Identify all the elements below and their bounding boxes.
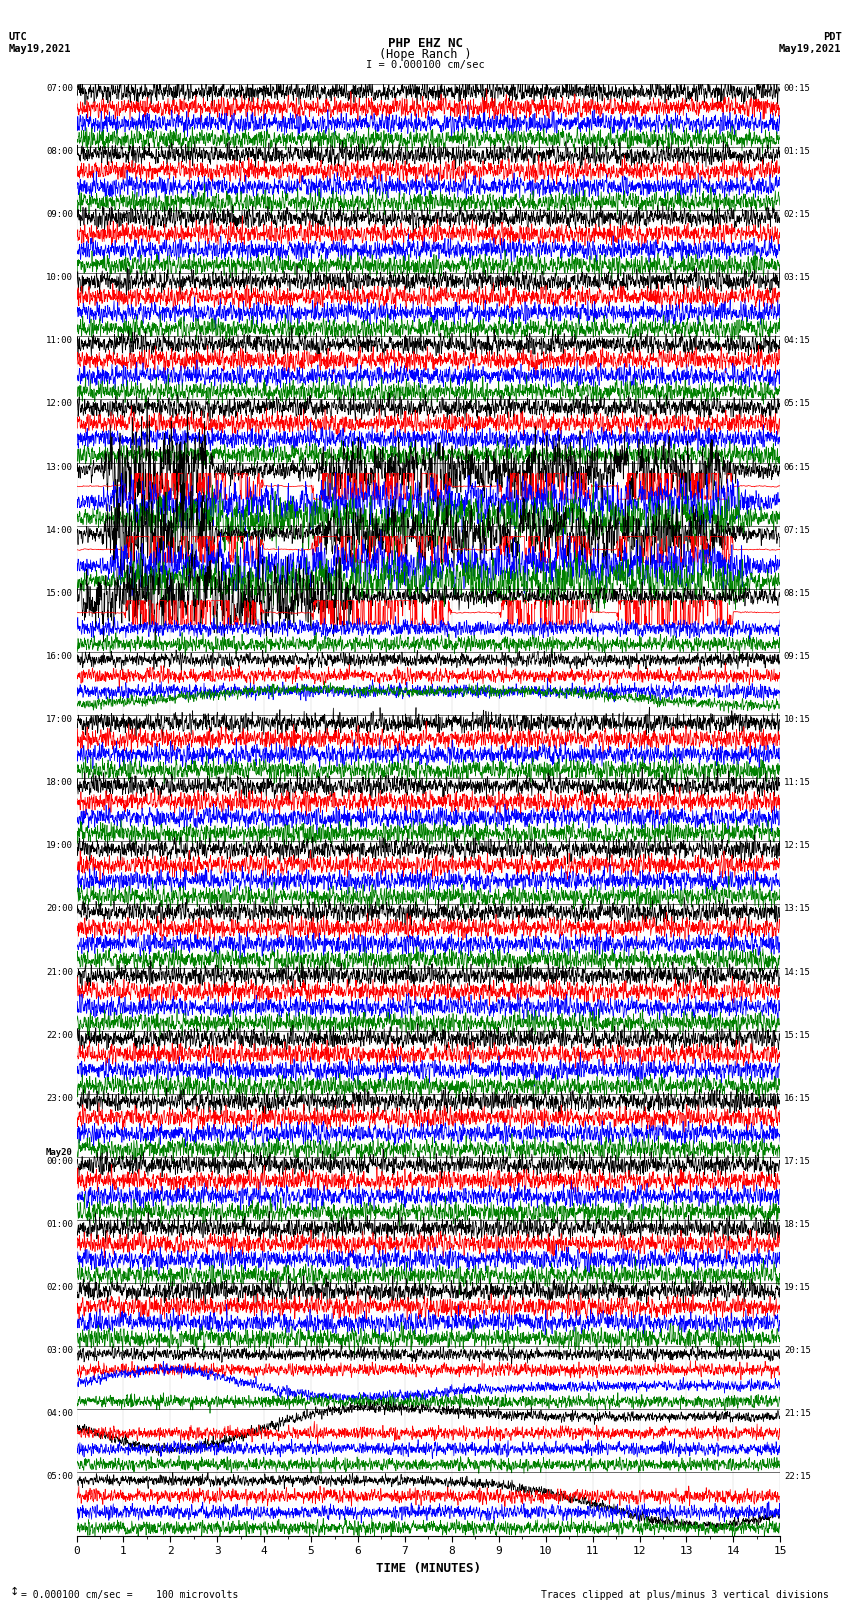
Text: 08:15: 08:15 (784, 589, 811, 598)
Text: 08:00: 08:00 (46, 147, 73, 156)
Text: 21:15: 21:15 (784, 1410, 811, 1418)
Text: 18:15: 18:15 (784, 1219, 811, 1229)
Text: 05:15: 05:15 (784, 400, 811, 408)
Text: 10:15: 10:15 (784, 715, 811, 724)
Text: 17:15: 17:15 (784, 1157, 811, 1166)
Text: 04:00: 04:00 (46, 1410, 73, 1418)
Text: 09:15: 09:15 (784, 652, 811, 661)
Text: 12:15: 12:15 (784, 842, 811, 850)
Text: 09:00: 09:00 (46, 210, 73, 219)
Text: 20:15: 20:15 (784, 1347, 811, 1355)
Text: 00:15: 00:15 (784, 84, 811, 94)
Text: 13:15: 13:15 (784, 905, 811, 913)
Text: 18:00: 18:00 (46, 777, 73, 787)
Text: 11:15: 11:15 (784, 777, 811, 787)
Text: 03:15: 03:15 (784, 273, 811, 282)
Text: May20: May20 (46, 1148, 73, 1157)
Text: 07:15: 07:15 (784, 526, 811, 534)
Text: 16:00: 16:00 (46, 652, 73, 661)
Text: 21:00: 21:00 (46, 968, 73, 976)
Text: 10:00: 10:00 (46, 273, 73, 282)
Text: 11:00: 11:00 (46, 337, 73, 345)
X-axis label: TIME (MINUTES): TIME (MINUTES) (376, 1561, 481, 1574)
Text: 15:15: 15:15 (784, 1031, 811, 1040)
Text: 16:15: 16:15 (784, 1094, 811, 1103)
Text: (Hope Ranch ): (Hope Ranch ) (379, 48, 471, 61)
Text: 00:00: 00:00 (46, 1157, 73, 1166)
Text: I = 0.000100 cm/sec: I = 0.000100 cm/sec (366, 60, 484, 69)
Text: 06:15: 06:15 (784, 463, 811, 471)
Text: 22:15: 22:15 (784, 1473, 811, 1481)
Text: ↕: ↕ (10, 1587, 20, 1597)
Text: 01:15: 01:15 (784, 147, 811, 156)
Text: 07:00: 07:00 (46, 84, 73, 94)
Text: UTC: UTC (8, 32, 27, 42)
Text: Traces clipped at plus/minus 3 vertical divisions: Traces clipped at plus/minus 3 vertical … (541, 1590, 829, 1600)
Text: 13:00: 13:00 (46, 463, 73, 471)
Text: 04:15: 04:15 (784, 337, 811, 345)
Text: May19,2021: May19,2021 (779, 44, 842, 53)
Text: 02:00: 02:00 (46, 1282, 73, 1292)
Text: 23:00: 23:00 (46, 1094, 73, 1103)
Text: 05:00: 05:00 (46, 1473, 73, 1481)
Text: 01:00: 01:00 (46, 1219, 73, 1229)
Text: 14:00: 14:00 (46, 526, 73, 534)
Text: 20:00: 20:00 (46, 905, 73, 913)
Text: 19:15: 19:15 (784, 1282, 811, 1292)
Text: 02:15: 02:15 (784, 210, 811, 219)
Text: 19:00: 19:00 (46, 842, 73, 850)
Text: 03:00: 03:00 (46, 1347, 73, 1355)
Text: 17:00: 17:00 (46, 715, 73, 724)
Text: 15:00: 15:00 (46, 589, 73, 598)
Text: PDT: PDT (823, 32, 842, 42)
Text: = 0.000100 cm/sec =    100 microvolts: = 0.000100 cm/sec = 100 microvolts (21, 1590, 239, 1600)
Text: PHP EHZ NC: PHP EHZ NC (388, 37, 462, 50)
Text: May19,2021: May19,2021 (8, 44, 71, 53)
Text: 14:15: 14:15 (784, 968, 811, 976)
Text: 12:00: 12:00 (46, 400, 73, 408)
Text: 22:00: 22:00 (46, 1031, 73, 1040)
